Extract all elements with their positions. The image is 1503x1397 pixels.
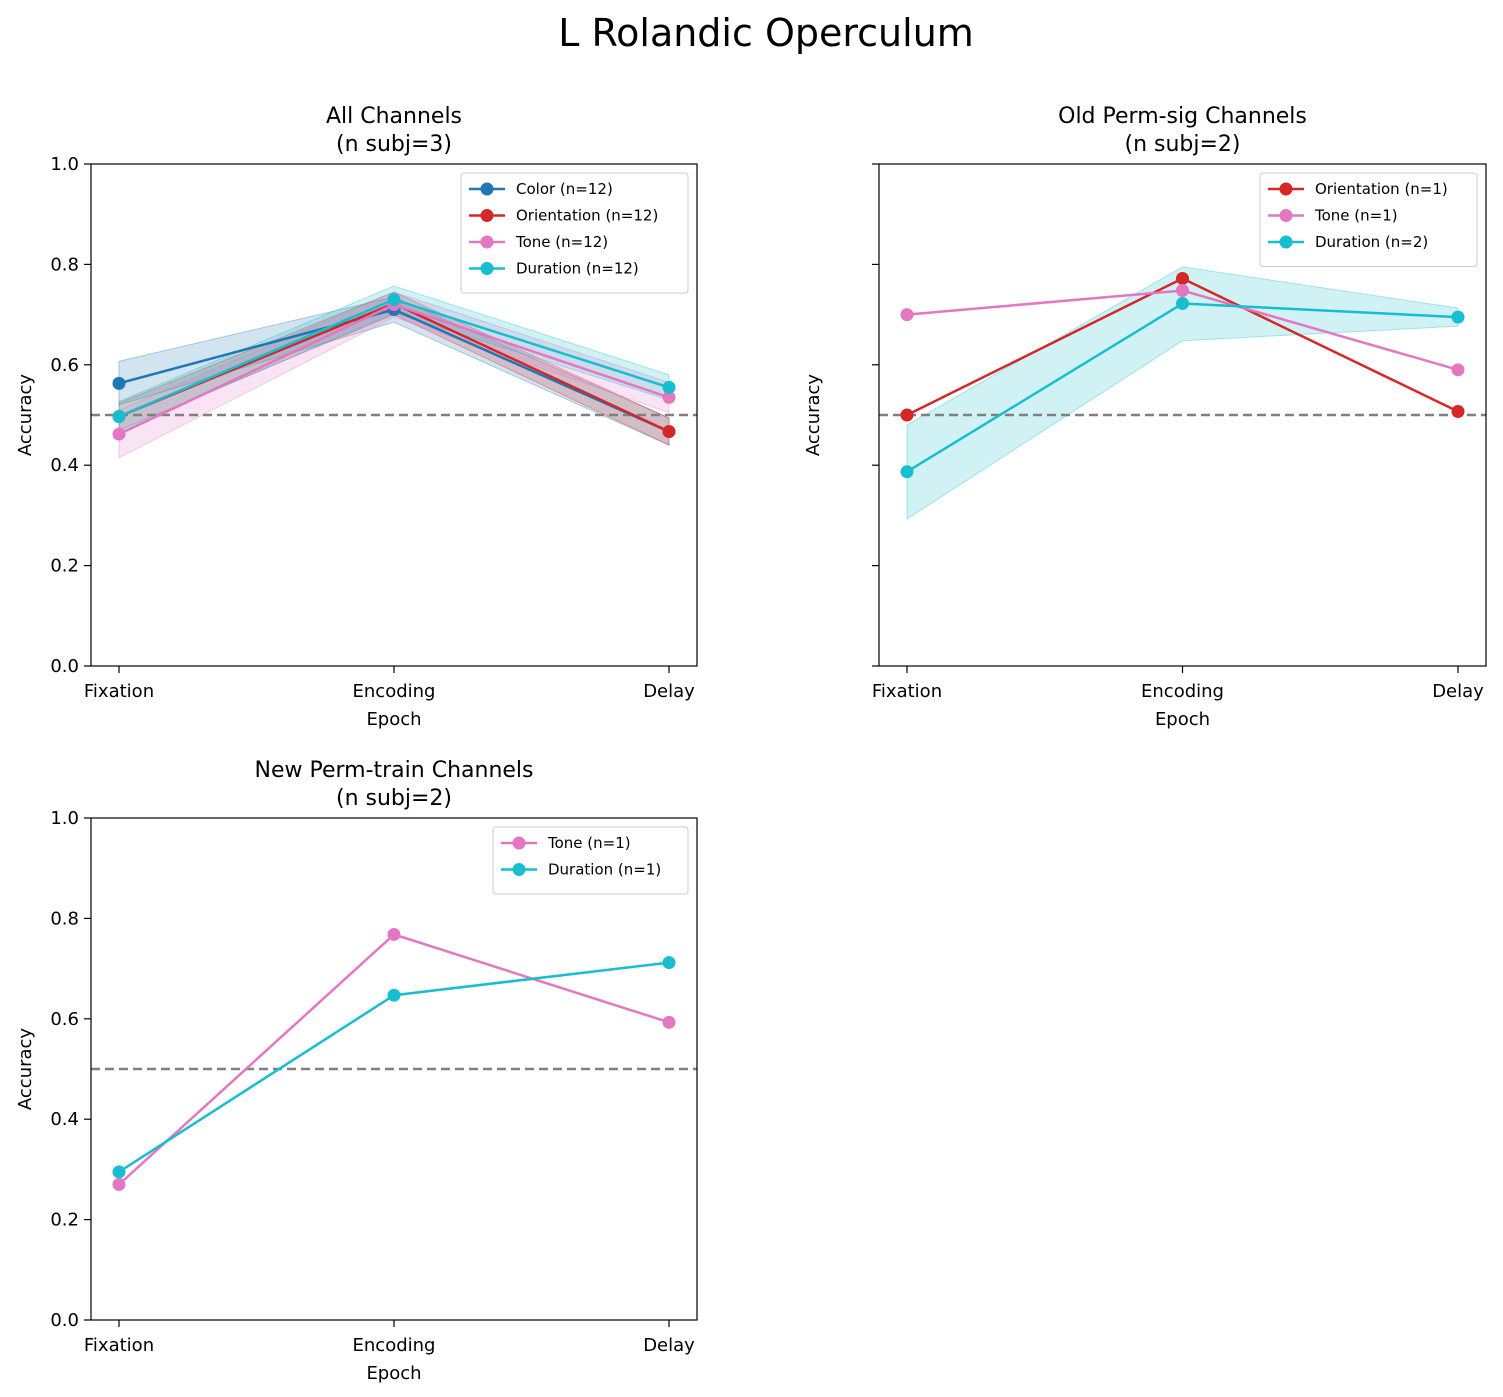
panel-all-channels: All Channels (n subj=3) 0.0 0.2 0.4 0.6 0.8 1.0… (15, 104, 698, 730)
x-tick-label: Delay (1432, 681, 1484, 702)
y-tick-label: 0.8 (50, 254, 79, 275)
legend-label-tone: Tone (n=1) (1314, 207, 1398, 225)
x-tick-label: Encoding (1141, 681, 1224, 702)
data-point-duration (387, 988, 401, 1002)
data-point-orientation (900, 408, 914, 422)
legend-label-duration: Duration (n=2) (1315, 233, 1428, 251)
data-point-duration (662, 956, 676, 970)
y-tick-label: 0.4 (50, 455, 79, 476)
x-tick-label: Encoding (353, 681, 436, 702)
panel-title-line: Old Perm-sig Channels (1058, 104, 1307, 129)
y-tick-label: 0.8 (50, 908, 79, 929)
data-point-tone (662, 390, 676, 404)
legend-marker-orientation (480, 209, 494, 222)
legend-marker-tone (480, 235, 494, 249)
legend-marker-tone (1279, 209, 1293, 222)
data-point-color (112, 376, 126, 390)
data-point-tone (662, 1015, 676, 1029)
legend-label-orientation: Orientation (n=12) (516, 207, 658, 225)
data-point-duration (387, 293, 401, 307)
panel-old-perm-sig-channels: Old Perm-sig Channels (n subj=2) Fixation E… (803, 104, 1487, 730)
y-axis-label: Accuracy (15, 1028, 36, 1111)
data-point-duration (1176, 297, 1189, 311)
data-point-duration (900, 465, 914, 479)
y-tick-label: 1.0 (50, 154, 79, 175)
y-tick-label: 0.2 (50, 556, 79, 577)
legend: Orientation (n=1) Tone (n=1) Duration (n=2… (1259, 172, 1478, 267)
legend-label-duration: Duration (n=12) (516, 260, 639, 278)
legend-label-duration: Duration (n=1) (548, 861, 661, 879)
panel-title-line: (n subj=2) (1124, 132, 1240, 157)
legend-marker-color (480, 182, 494, 196)
legend-box (492, 826, 689, 895)
legend-label-tone: Tone (n=1) (547, 834, 631, 852)
legend-marker-duration (512, 863, 526, 876)
axes-frame (90, 817, 698, 1321)
legend-label-tone: Tone (n=12) (515, 233, 608, 251)
y-tick-label: 0.4 (50, 1109, 79, 1130)
ci-band-tone (118, 291, 670, 459)
panel-title-line: All Channels (326, 104, 462, 129)
data-point-duration (662, 380, 676, 394)
data-point-duration (1451, 310, 1465, 324)
y-tick-label: 0.6 (50, 1009, 79, 1030)
panel-title-line: (n subj=3) (336, 132, 452, 157)
data-point-tone (112, 427, 126, 441)
y-tick-label: 0.0 (50, 656, 79, 677)
legend-marker-tone (512, 836, 526, 850)
panel-title-line: (n subj=2) (336, 786, 452, 811)
data-point-duration (112, 410, 126, 424)
data-point-tone (900, 308, 914, 322)
data-point-tone (112, 1177, 126, 1191)
legend-marker-orientation (1279, 182, 1293, 196)
data-point-orientation (1451, 404, 1465, 418)
legend-marker-duration (480, 262, 494, 275)
data-point-tone (1451, 363, 1465, 377)
x-tick-label: Delay (643, 1335, 695, 1356)
panel-new-perm-train-channels: New Perm-train Channels (n subj=2) 0.0 0.2 0… (15, 758, 698, 1384)
data-point-duration (112, 1165, 126, 1179)
data-point-orientation (1176, 271, 1189, 285)
y-axis-label: Accuracy (803, 374, 824, 457)
y-axis-label: Accuracy (15, 374, 36, 457)
legend-box (460, 172, 689, 294)
legend: Tone (n=1) Duration (n=1) (492, 826, 689, 895)
axes-frame (90, 163, 698, 667)
x-tick-label: Fixation (872, 681, 942, 702)
x-tick-label: Fixation (84, 1335, 154, 1356)
x-axis-label: Epoch (1155, 709, 1210, 730)
legend-label-color: Color (n=12) (516, 180, 613, 198)
legend: Color (n=12) Orientation (n=12) Tone (n=12… (460, 172, 689, 294)
legend-label-orientation: Orientation (n=1) (1315, 180, 1448, 198)
data-point-orientation (662, 425, 676, 439)
x-tick-label: Fixation (84, 681, 154, 702)
x-axis-label: Epoch (366, 709, 421, 730)
panel-title-line: New Perm-train Channels (254, 758, 533, 783)
y-tick-label: 0.6 (50, 355, 79, 376)
legend-marker-duration (1279, 235, 1293, 249)
figure-suptitle: L Rolandic Operculum (558, 11, 974, 55)
x-axis-label: Epoch (366, 1363, 421, 1384)
x-tick-label: Delay (643, 681, 695, 702)
legend-box (1259, 172, 1478, 267)
x-tick-label: Encoding (353, 1335, 436, 1356)
axes-frame (878, 163, 1487, 667)
y-tick-label: 0.2 (50, 1210, 79, 1231)
data-point-tone (1176, 284, 1189, 298)
y-tick-label: 1.0 (50, 808, 79, 829)
y-tick-label: 0.0 (50, 1310, 79, 1331)
data-point-tone (387, 927, 401, 941)
